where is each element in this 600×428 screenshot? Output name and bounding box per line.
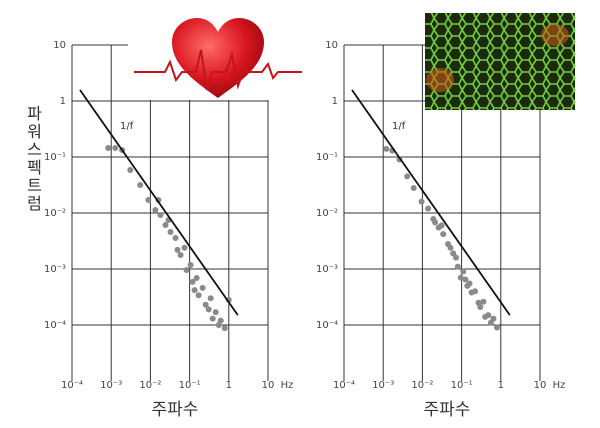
x-axis-label: 주파수 bbox=[424, 400, 471, 420]
data-point bbox=[480, 298, 487, 305]
data-point bbox=[183, 266, 190, 273]
x-tick-label: 10 bbox=[262, 380, 275, 391]
x-tick-label: 10⁻¹ bbox=[179, 380, 201, 391]
y-tick-label: 10⁻² bbox=[44, 208, 66, 219]
data-point bbox=[425, 205, 432, 212]
data-point bbox=[494, 324, 501, 331]
data-point bbox=[221, 325, 228, 332]
data-point bbox=[404, 173, 411, 180]
data-point bbox=[193, 275, 200, 282]
data-point bbox=[215, 322, 222, 328]
data-point bbox=[205, 306, 212, 313]
ecg-trace bbox=[134, 49, 302, 91]
y-tick-label: 1 bbox=[332, 96, 338, 107]
data-point bbox=[477, 303, 484, 310]
y-tick-label: 10⁻⁴ bbox=[316, 320, 338, 331]
data-point bbox=[454, 263, 461, 270]
data-point bbox=[447, 244, 454, 251]
data-point bbox=[127, 166, 134, 173]
data-point bbox=[177, 251, 184, 258]
illustrations bbox=[128, 13, 575, 110]
data-point bbox=[191, 287, 198, 294]
data-point bbox=[172, 234, 179, 241]
data-point bbox=[137, 182, 144, 189]
y-tick-label: 10⁻¹ bbox=[316, 152, 338, 163]
data-point bbox=[457, 274, 464, 281]
data-point bbox=[438, 222, 445, 229]
x-axis-unit: Hz bbox=[553, 380, 566, 391]
y-axis-label: 파워스펙트럼 bbox=[24, 105, 43, 213]
data-point bbox=[487, 319, 494, 326]
x-tick-label: 10⁻³ bbox=[100, 380, 122, 391]
y-tick-label: 10 bbox=[325, 40, 338, 51]
data-point bbox=[189, 278, 196, 285]
x-tick-label: 10⁻² bbox=[411, 380, 433, 391]
data-point bbox=[410, 184, 417, 191]
y-tick-label: 10⁻² bbox=[316, 208, 338, 219]
data-point bbox=[462, 276, 469, 283]
annotation: 1/f bbox=[120, 121, 134, 132]
micrograph-spot bbox=[541, 24, 569, 46]
x-tick-label: 1 bbox=[226, 380, 232, 391]
x-tick-label: 10⁻² bbox=[139, 380, 161, 391]
plots: 파워스펙트럼 주파수 주파수 Hz Hz 10⁻⁴ 10⁻³ 10⁻² 10⁻¹ 1 10… bbox=[24, 40, 566, 420]
fit-line bbox=[351, 89, 511, 316]
data-point bbox=[453, 254, 460, 261]
y-tick-label: 1 bbox=[60, 96, 66, 107]
data-point bbox=[174, 246, 181, 253]
y-tick-label: 10⁻³ bbox=[44, 264, 66, 275]
data-point bbox=[112, 144, 119, 151]
data-point bbox=[199, 284, 206, 291]
x-axis-unit: Hz bbox=[281, 380, 294, 391]
data-point bbox=[383, 145, 390, 152]
y-tick-label: 10⁻¹ bbox=[44, 152, 66, 163]
data-point bbox=[187, 261, 194, 268]
x-tick-label: 10⁻³ bbox=[372, 380, 394, 391]
y-tick-label: 10 bbox=[53, 40, 66, 51]
data-point bbox=[440, 231, 447, 238]
y-tick-label: 10⁻⁴ bbox=[44, 320, 66, 331]
data-point bbox=[466, 280, 473, 287]
x-tick-label: 10⁻⁴ bbox=[61, 380, 83, 391]
x-tick-label: 10⁻¹ bbox=[451, 380, 473, 391]
data-point bbox=[432, 219, 439, 226]
data-point bbox=[207, 295, 214, 302]
data-point bbox=[202, 301, 209, 308]
data-point bbox=[212, 309, 219, 316]
data-point bbox=[152, 207, 159, 214]
data-point bbox=[482, 313, 489, 320]
x-axis-label: 주파수 bbox=[152, 400, 199, 420]
data-point bbox=[167, 228, 174, 235]
micrograph-spot bbox=[426, 68, 454, 92]
data-point bbox=[418, 198, 425, 205]
data-point bbox=[472, 288, 479, 295]
x-tick-label: 10⁻⁴ bbox=[333, 380, 355, 391]
data-point bbox=[162, 222, 169, 229]
data-point bbox=[460, 268, 467, 275]
data-point bbox=[181, 244, 188, 251]
x-tick-label: 1 bbox=[498, 380, 504, 391]
data-point bbox=[209, 315, 216, 322]
data-point bbox=[157, 212, 164, 219]
y-tick-label: 10⁻³ bbox=[316, 264, 338, 275]
data-point bbox=[105, 144, 112, 151]
data-point bbox=[145, 196, 152, 203]
fit-line bbox=[79, 89, 239, 316]
data-point bbox=[195, 292, 202, 299]
x-tick-label: 10 bbox=[534, 380, 547, 391]
annotation: 1/f bbox=[392, 121, 406, 132]
